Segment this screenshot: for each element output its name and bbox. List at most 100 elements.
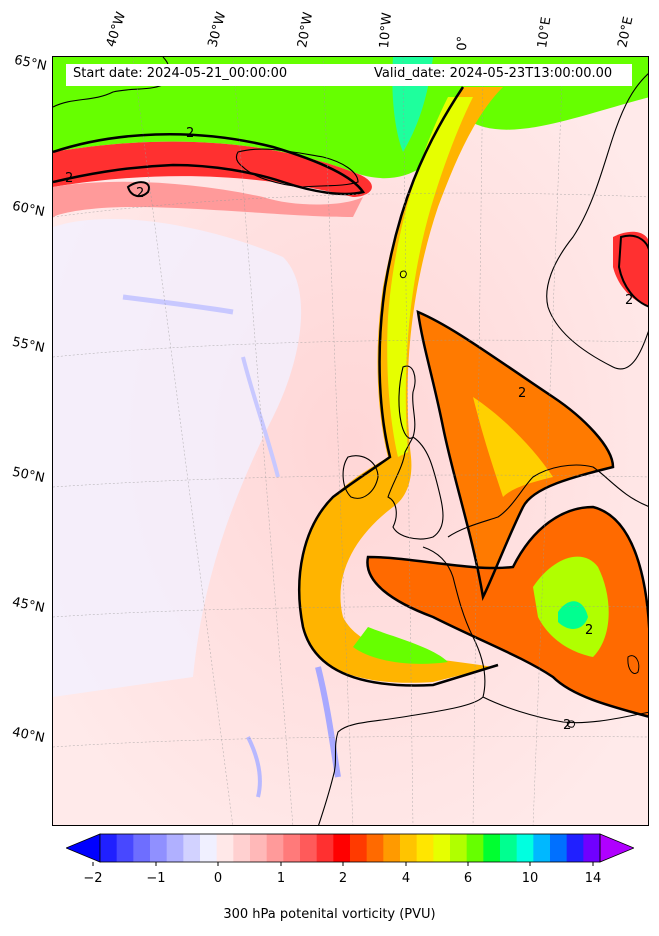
low-pv-streak (241, 356, 280, 478)
pv-tongue-core (473, 397, 553, 497)
colorbar-segment (233, 834, 251, 862)
coastline-iberia (318, 696, 484, 825)
colorbar-segment (300, 834, 318, 862)
colorbar-tick-label: 2 (338, 871, 348, 886)
colorbar-segment (100, 834, 118, 862)
colorbar-segment (166, 834, 184, 862)
colorbar-segment (500, 834, 518, 862)
colorbar-tick-label: −1 (146, 871, 166, 886)
lat-label-60n: 60°N (10, 198, 46, 221)
colorbar-segment (116, 834, 134, 862)
graticule (132, 57, 233, 825)
start-date-text: Start date: 2024-05-21_00:00:00 (73, 66, 288, 81)
pv-streamer-tip (353, 627, 448, 664)
colorbar-segment (533, 834, 551, 862)
colorbar-tick-label: 0 (213, 871, 223, 886)
colorbar-outline (99, 833, 601, 863)
graticule (402, 57, 414, 825)
colorbar-segment (466, 834, 484, 862)
colorbar-segment (333, 834, 351, 862)
graticule (53, 339, 648, 358)
contour-label: 2 (625, 293, 633, 308)
contour-label: 2 (136, 186, 144, 201)
lat-label-50n: 50°N (10, 464, 46, 487)
lon-label-10w: 10°W (377, 11, 396, 49)
lon-label-0: 0° (455, 35, 471, 51)
graticule (472, 57, 484, 825)
contour-label: 2 (563, 718, 571, 733)
graticule (232, 57, 294, 825)
lon-label-20e: 20°E (615, 15, 637, 50)
colorbar-segment (583, 834, 601, 862)
colorbar-segment (133, 834, 151, 862)
colorbar (66, 833, 634, 866)
lon-label-30w: 30°W (205, 10, 230, 49)
colorbar-segment (266, 834, 284, 862)
colorbar-extend-high (599, 833, 634, 863)
coastline-faroe (399, 270, 407, 279)
colorbar-segment (150, 834, 168, 862)
pv-contour-2 (126, 181, 150, 198)
lat-label-40n: 40°N (10, 724, 46, 747)
pv-field-map: 2 2 2 2 2 2 2 (53, 57, 648, 825)
colorbar-segment (350, 834, 368, 862)
colorbar-segment (450, 834, 468, 862)
coastline-britain (387, 436, 444, 540)
coastline-balearic (566, 720, 576, 728)
colorbar-segment (483, 834, 501, 862)
colorbar-segment (183, 834, 201, 862)
low-pv-region (53, 218, 302, 697)
colorbar-tick-label: 6 (463, 871, 473, 886)
pv-contour-2 (298, 86, 499, 687)
colorbar-tick-label: 1 (276, 871, 286, 886)
coastline-continental-europe (447, 464, 648, 538)
colorbar-label: 300 hPa potenital vorticity (PVU) (223, 907, 436, 922)
colorbar-segment (566, 834, 584, 862)
colorbar-extend-low (66, 833, 101, 863)
colorbar-segment (250, 834, 268, 862)
coastline-scandinavia (546, 73, 648, 370)
colorbar-segment (200, 834, 218, 862)
graticule (53, 736, 648, 748)
pv-contour-2 (416, 309, 615, 601)
coastline-france (422, 546, 486, 698)
colorbar-segment (433, 834, 451, 862)
pv-contour-2 (366, 505, 648, 718)
high-pv-band-north-edge (53, 141, 372, 197)
graticule (53, 192, 648, 218)
pv-contour-2 (617, 234, 648, 308)
colorbar-segment (550, 834, 568, 862)
map-panel: 2 2 2 2 2 2 2 (52, 56, 649, 826)
date-info-box (66, 64, 632, 86)
colorbar-segment (516, 834, 534, 862)
colorbar-segment (416, 834, 434, 862)
coastline-iceland (235, 148, 359, 188)
lon-label-20w: 20°W (295, 11, 317, 50)
coastline-sardinia (627, 655, 640, 674)
colorbar-tick-label: 14 (584, 871, 602, 886)
pv-contour-2 (53, 133, 366, 196)
coastline-mediterranean (482, 696, 648, 724)
pv-patch-east (613, 231, 648, 307)
pv-cutoff-inner (558, 601, 588, 629)
colorbar-segment (283, 834, 301, 862)
lon-label-40w: 40°W (103, 10, 130, 49)
colorbar-segment (383, 834, 401, 862)
colorbar-segment (216, 834, 234, 862)
contour-label: 2 (65, 171, 73, 186)
colorbar-segment (366, 834, 384, 862)
colorbar-tick-label: −2 (83, 871, 103, 886)
graticule (53, 606, 648, 618)
contour-label: 2 (518, 386, 526, 401)
lon-label-10e: 10°E (535, 15, 555, 49)
low-pv-streak (246, 736, 262, 798)
colorbar-segment (316, 834, 334, 862)
lat-label-65n: 65°N (12, 52, 48, 75)
colorbar-segment (400, 834, 418, 862)
valid-date-text: Valid_date: 2024-05-23T13:00:00.00 (374, 66, 613, 81)
coastline-ireland (342, 455, 379, 499)
colorbar-tick-label: 4 (401, 871, 411, 886)
low-pv-streak (122, 294, 234, 315)
graticule (322, 57, 354, 825)
low-pv-streak (315, 666, 341, 778)
